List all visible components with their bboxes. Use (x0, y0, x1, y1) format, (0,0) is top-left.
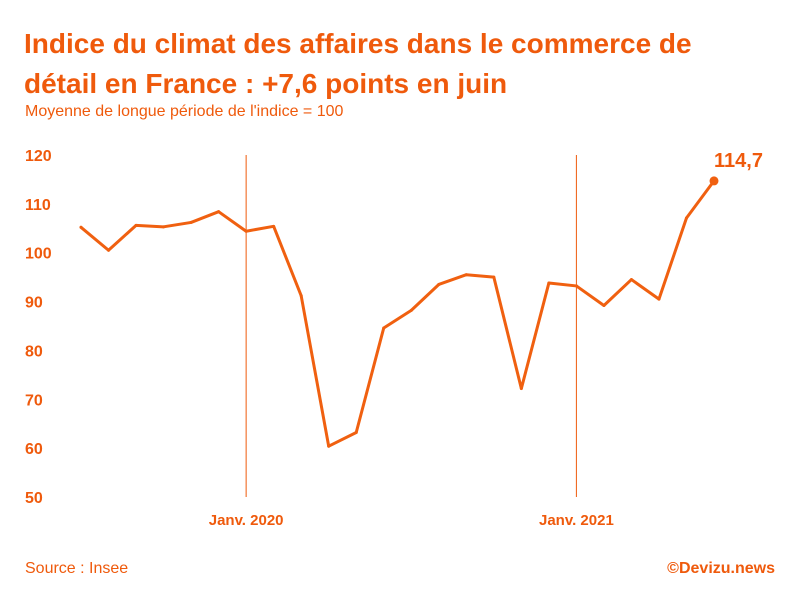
data-point (244, 229, 248, 233)
data-point (189, 220, 193, 224)
series-line (79, 179, 716, 448)
y-tick-label: 90 (25, 295, 43, 312)
data-point (162, 225, 166, 229)
data-point (134, 223, 138, 227)
data-point (299, 294, 303, 298)
data-point (629, 278, 633, 282)
last-point-marker (709, 176, 719, 186)
data-point (272, 224, 276, 228)
x-tick-label: Janv. 2021 (539, 512, 614, 529)
y-axis-labels: 120 110 100 90 80 70 60 50 (25, 148, 52, 507)
data-point (602, 303, 606, 307)
x-markers: Janv. 2020 Janv. 2021 (209, 155, 614, 529)
chart-title: Indice du climat des affaires dans le co… (24, 28, 692, 99)
credit-note: ©Devizu.news (667, 560, 775, 577)
data-point (107, 248, 111, 252)
data-point (657, 297, 661, 301)
y-tick-label: 120 (25, 148, 52, 165)
data-point (217, 210, 221, 214)
y-tick-label: 70 (25, 392, 43, 409)
source-note: Source : Insee (25, 560, 129, 577)
data-point (354, 431, 358, 435)
last-value-label: 114,7 (714, 150, 763, 172)
y-tick-label: 100 (25, 246, 52, 263)
chart-subtitle: Moyenne de longue période de l'indice = … (25, 103, 344, 120)
data-point (437, 282, 441, 286)
data-point (492, 275, 496, 279)
data-point (327, 444, 331, 448)
x-tick-label: Janv. 2020 (209, 512, 284, 529)
data-point (684, 216, 688, 220)
data-point (519, 387, 523, 391)
data-point (382, 326, 386, 330)
data-point (79, 225, 83, 229)
data-point (464, 273, 468, 277)
annotations: 114,7 (714, 150, 763, 172)
y-tick-label: 50 (25, 490, 43, 507)
y-tick-label: 60 (25, 441, 43, 458)
series-group (79, 176, 719, 448)
data-point (574, 284, 578, 288)
y-tick-label: 110 (25, 197, 51, 214)
y-tick-label: 80 (25, 343, 43, 360)
data-point (547, 281, 551, 285)
data-point (409, 308, 413, 312)
